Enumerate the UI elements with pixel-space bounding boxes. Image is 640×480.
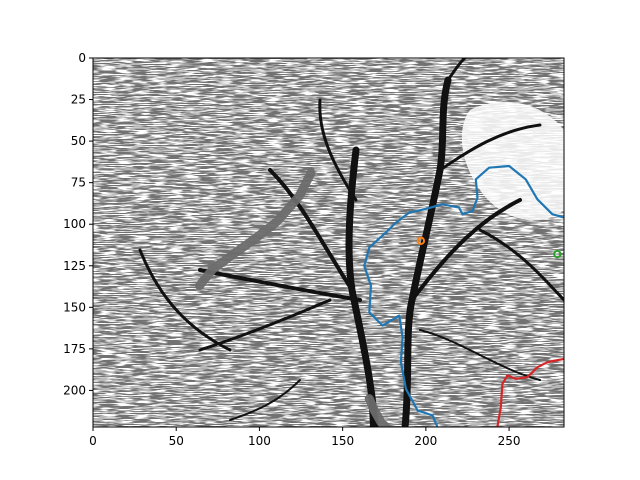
foliage-texture: [93, 58, 564, 427]
x-tick-label: 200: [414, 434, 437, 448]
sketch-image: [93, 58, 564, 427]
x-tick-label: 150: [331, 434, 354, 448]
x-axis: 0 50 100 150 200 250: [89, 427, 521, 448]
y-tick-label: 175: [63, 342, 86, 356]
x-tick-label: 100: [248, 434, 271, 448]
plot-frame: [92, 57, 565, 428]
y-tick-label: 150: [63, 300, 86, 314]
gray-stroke: [364, 394, 391, 427]
tree-branches: [138, 58, 564, 427]
y-tick-label: 50: [71, 134, 86, 148]
foliage-light-patch: [461, 101, 564, 221]
x-tick-label: 0: [89, 434, 97, 448]
green-marker: [553, 249, 562, 259]
y-tick-label: 0: [78, 51, 86, 65]
x-tick-label: 50: [169, 434, 184, 448]
y-tick-label: 200: [63, 383, 86, 397]
y-tick-label: 75: [71, 176, 86, 190]
blue-line: [363, 164, 564, 427]
y-tick-label: 25: [71, 93, 86, 107]
y-axis: 0 25 50 75 100 125 150 175 200: [63, 51, 93, 397]
red-line: [496, 357, 564, 427]
y-tick-label: 125: [63, 259, 86, 273]
gray-stroke: [195, 168, 316, 291]
orange-marker: [416, 236, 426, 246]
x-tick-label: 250: [498, 434, 521, 448]
overlay-layer: [195, 164, 564, 427]
y-tick-label: 100: [63, 217, 86, 231]
